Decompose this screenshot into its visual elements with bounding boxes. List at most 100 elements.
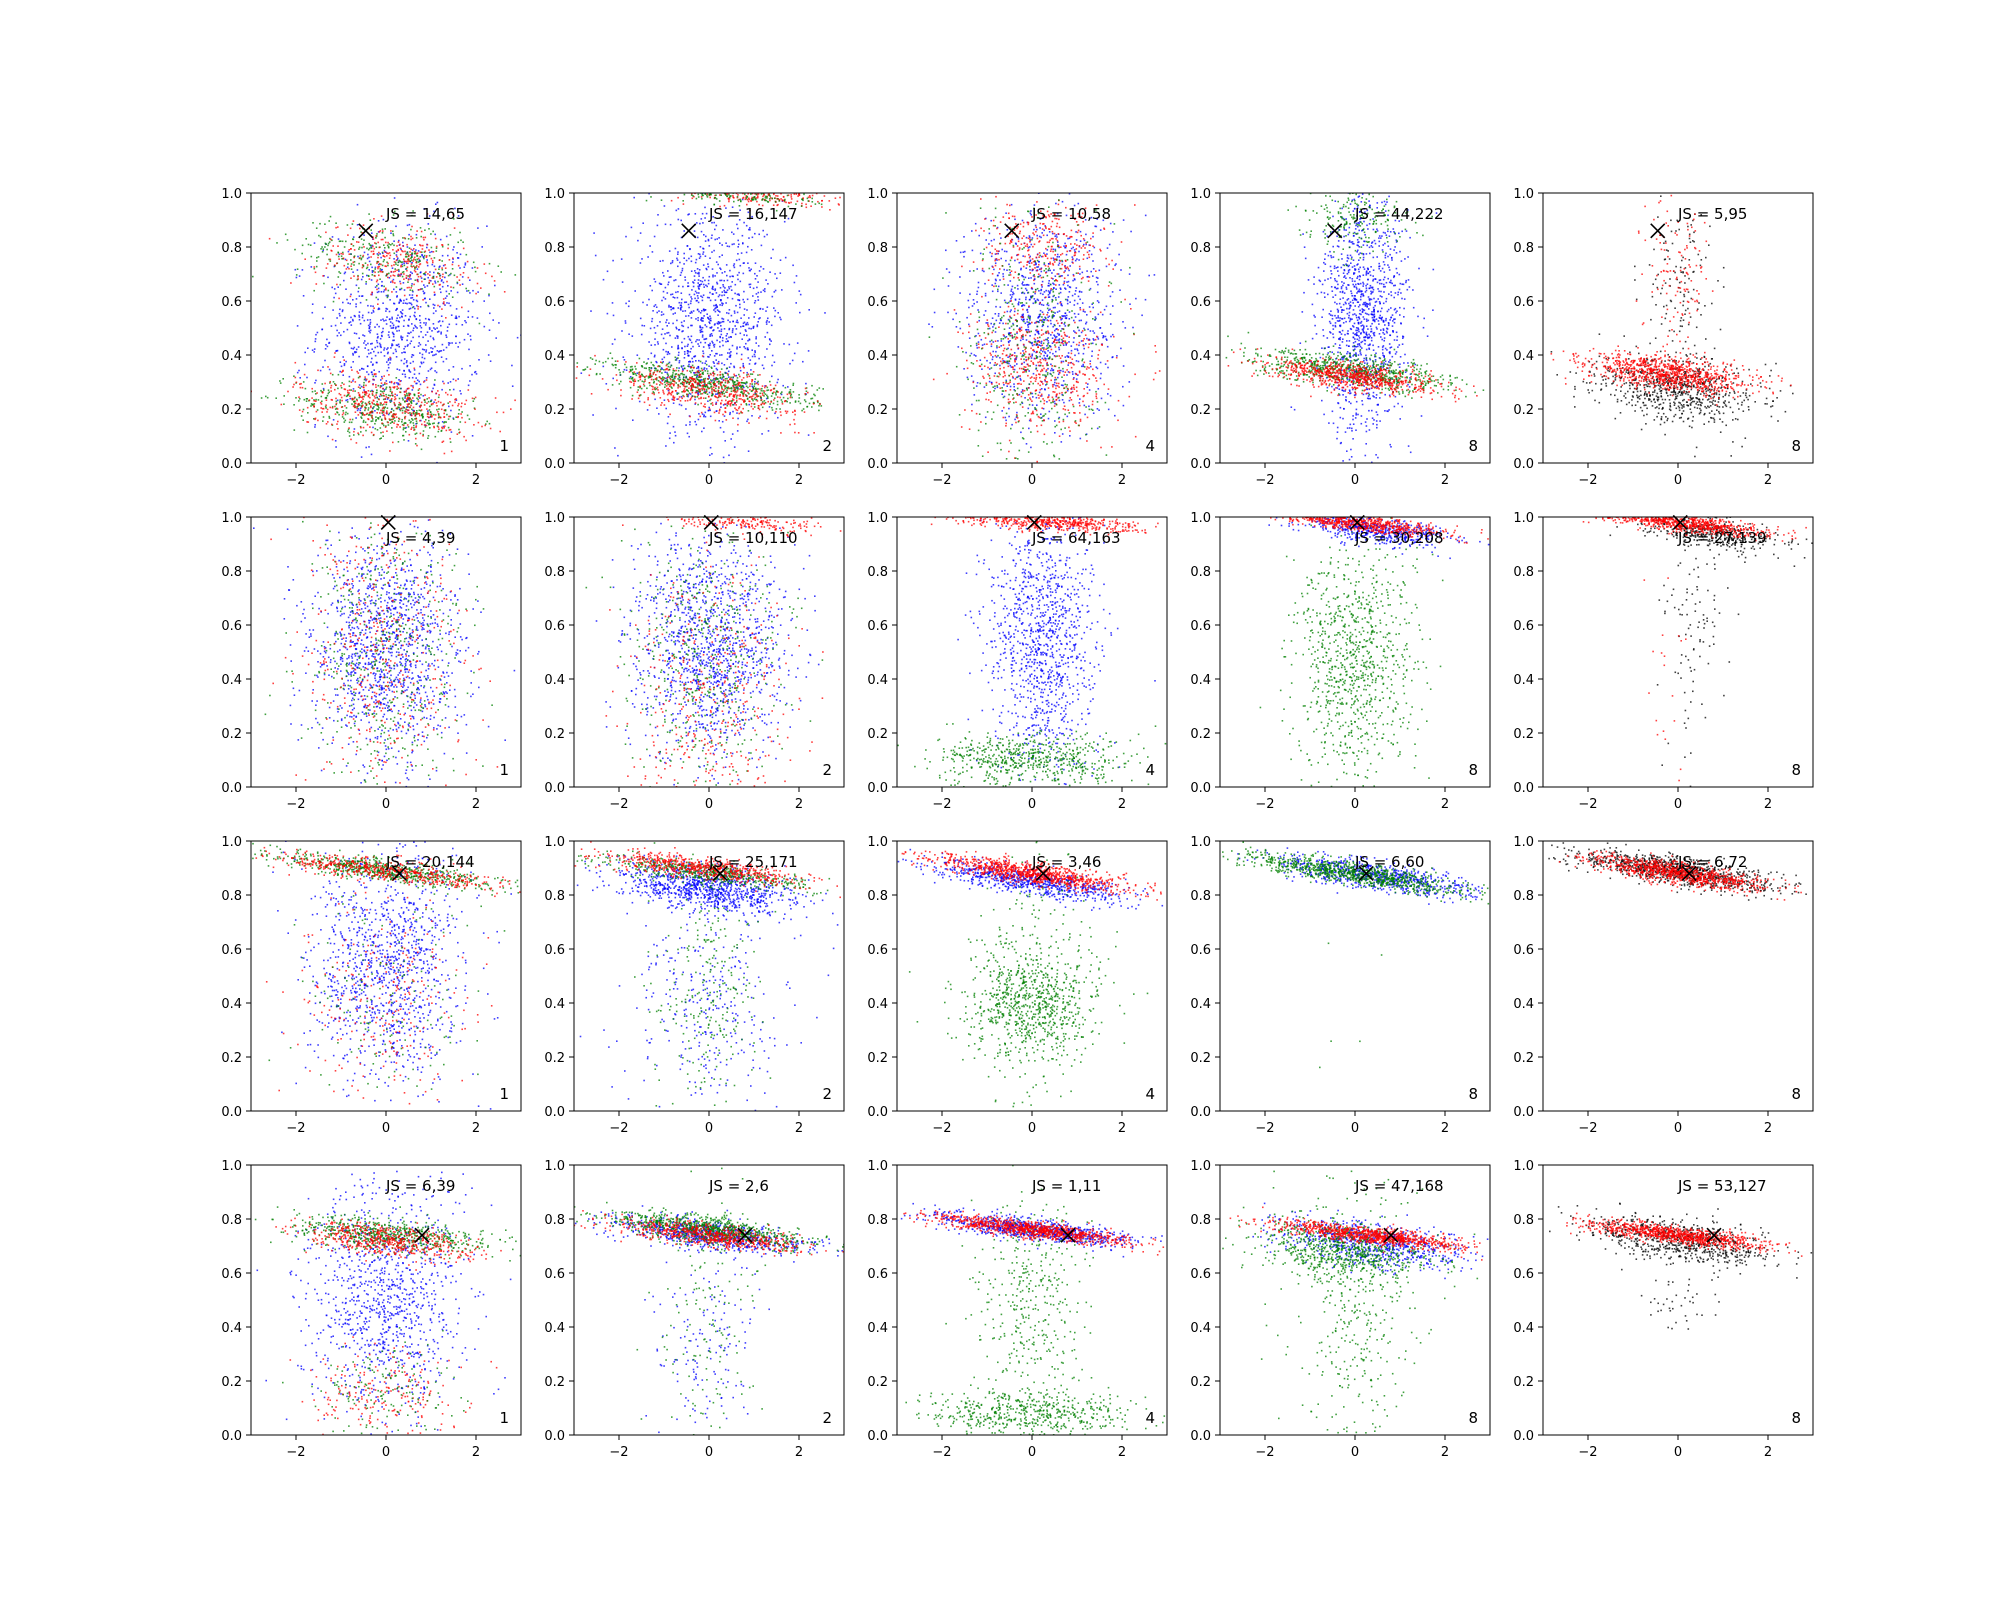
point-green (402, 434, 404, 437)
point-blue (617, 454, 619, 457)
point-green (252, 275, 254, 278)
point-blue (419, 325, 422, 327)
point-blue (685, 315, 687, 317)
point-red (721, 399, 723, 402)
point-red (459, 284, 461, 286)
point-green (379, 404, 382, 406)
point-green (741, 388, 743, 391)
point-red (717, 389, 719, 392)
point-red (388, 374, 390, 376)
point-red (423, 404, 426, 406)
point-red (695, 381, 697, 384)
point-red (375, 384, 377, 386)
point-red (407, 412, 410, 414)
point-green (704, 377, 707, 380)
point-blue (1089, 330, 1092, 332)
point-blue (362, 334, 364, 336)
point-blue (664, 333, 666, 335)
point-green (367, 274, 370, 277)
point-green (407, 406, 409, 408)
point-blue (685, 408, 687, 410)
point-green (697, 196, 700, 198)
panel-corner-label: 1 (499, 437, 509, 455)
point-red (732, 395, 735, 397)
point-red (406, 396, 409, 399)
point-green (369, 219, 372, 221)
point-blue (720, 406, 722, 408)
point-blue (1061, 200, 1064, 203)
point-blue (401, 309, 404, 311)
point-red (683, 395, 685, 398)
point-blue (754, 272, 756, 275)
point-green (728, 194, 730, 196)
y-tick-label: 0.4 (221, 349, 242, 364)
point-blue (347, 250, 350, 253)
point-blue (331, 236, 334, 238)
point-green (329, 260, 332, 262)
point-green (653, 392, 655, 394)
point-red (639, 385, 641, 388)
point-red (839, 196, 841, 199)
point-blue (671, 398, 674, 401)
point-blue (622, 356, 625, 358)
point-blue (392, 326, 395, 329)
point-green (730, 376, 732, 379)
point-green (638, 357, 641, 360)
point-blue (731, 231, 733, 234)
point-blue (709, 342, 711, 345)
point-blue (1032, 275, 1035, 277)
point-green (371, 416, 373, 418)
point-red (372, 400, 375, 402)
point-red (773, 193, 775, 196)
point-blue (333, 288, 336, 290)
point-blue (754, 392, 756, 394)
point-green (332, 300, 335, 303)
point-green (753, 406, 756, 408)
point-red (667, 369, 670, 371)
point-green (301, 252, 303, 255)
point-blue (436, 461, 438, 463)
point-blue (661, 328, 664, 330)
point-green (657, 380, 660, 382)
point-blue (367, 342, 369, 345)
point-blue (425, 377, 428, 379)
point-blue (638, 400, 641, 403)
point-red (357, 432, 359, 434)
point-blue (774, 309, 777, 312)
point-red (683, 389, 685, 392)
point-blue (648, 193, 650, 195)
point-blue (402, 241, 404, 244)
point-blue (478, 359, 480, 361)
point-green (360, 257, 363, 260)
point-blue (405, 426, 407, 429)
point-blue (714, 275, 716, 277)
point-blue (694, 272, 697, 274)
point-blue (680, 292, 683, 294)
point-red (663, 392, 665, 395)
point-blue (689, 302, 692, 305)
point-red (429, 413, 432, 416)
point-green (427, 437, 429, 439)
point-red (670, 199, 673, 202)
point-blue (647, 256, 649, 258)
point-green (733, 200, 735, 203)
point-blue (612, 377, 614, 380)
point-blue (654, 344, 656, 346)
point-red (325, 267, 328, 269)
point-green (275, 397, 277, 399)
point-red (411, 237, 414, 240)
point-blue (805, 382, 807, 385)
point-red (643, 391, 646, 394)
point-red (660, 382, 662, 384)
point-green (726, 367, 728, 369)
point-blue (382, 318, 384, 321)
point-red (399, 404, 402, 406)
point-green (321, 383, 324, 385)
point-blue (690, 296, 692, 298)
point-green (410, 285, 413, 287)
point-red (371, 410, 374, 413)
point-blue (774, 412, 776, 415)
point-blue (754, 351, 756, 354)
point-green (754, 378, 757, 380)
point-red (434, 268, 437, 271)
